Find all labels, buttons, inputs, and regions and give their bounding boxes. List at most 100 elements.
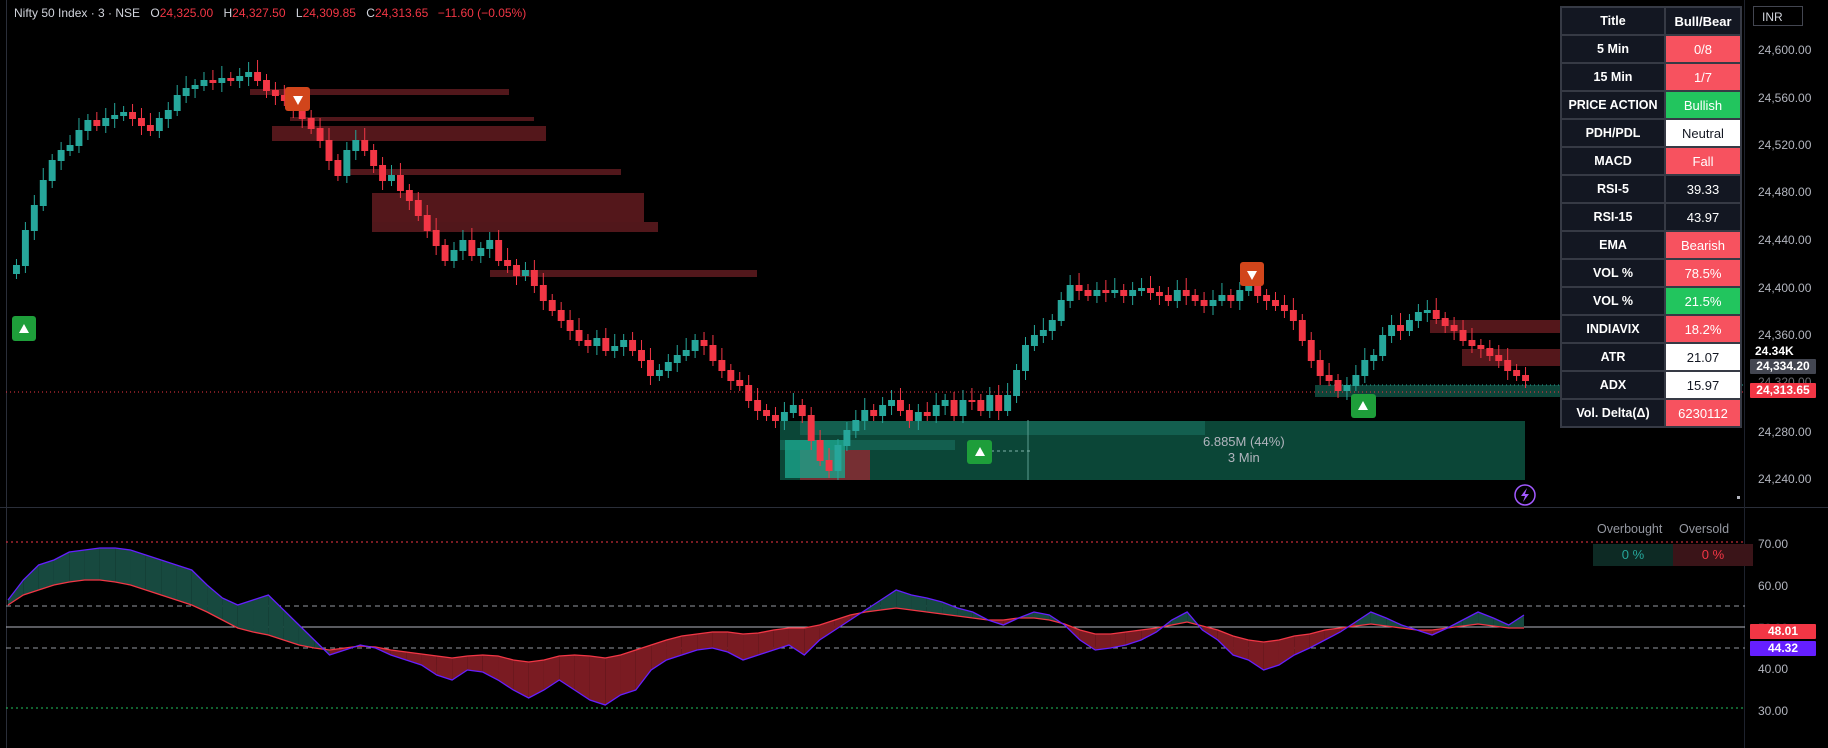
oscillator-fill [513, 660, 529, 698]
table-row: PDH/PDL Neutral [1560, 118, 1742, 148]
candle [530, 270, 538, 286]
candle [923, 412, 931, 416]
candle [1191, 295, 1199, 301]
price-tick: 24,240.00 [1758, 472, 1812, 486]
candle [1334, 380, 1342, 391]
candle [1200, 300, 1208, 306]
candle [798, 405, 806, 416]
candle [1441, 318, 1449, 326]
table-row: RSI-5 39.33 [1560, 174, 1742, 204]
candle [1147, 288, 1154, 293]
row-label: Vol. Delta(Δ) [1560, 398, 1666, 428]
candle [691, 340, 699, 351]
row-label: 5 Min [1560, 34, 1666, 64]
volume-label: 6.885M (44%) 3 Min [1203, 434, 1285, 466]
oscillator-line [7, 547, 1525, 706]
oscillator-fill [727, 632, 744, 660]
candle [1405, 320, 1413, 331]
oscillator-fill [390, 650, 407, 660]
candle [182, 88, 190, 96]
last-price-marker: 24,313.65 [1750, 383, 1816, 398]
oscillator-fill [819, 620, 835, 640]
candle [450, 250, 458, 261]
sell-signal-marker [285, 87, 310, 111]
candle [39, 180, 47, 206]
candle [1173, 290, 1181, 301]
candle [75, 130, 83, 146]
candle [1245, 285, 1253, 291]
oscillator-fill [237, 600, 254, 632]
indicator-tick: 70.00 [1758, 537, 1789, 551]
oscillator-fill [161, 560, 177, 600]
candle [1013, 370, 1021, 396]
candle [941, 400, 949, 406]
oscillator-fill [191, 570, 208, 612]
oscillator-fill [115, 548, 131, 585]
price-tick: 24,480.00 [1758, 185, 1812, 199]
row-value: Bullish [1664, 90, 1742, 120]
signal-line [7, 579, 1524, 663]
oscillator-fill [207, 585, 223, 620]
oscillator-fill [712, 632, 728, 652]
candle [1423, 310, 1431, 313]
oscillator-fill [1263, 640, 1279, 670]
symbol-name[interactable]: Nifty 50 Index · 3 · NSE [14, 6, 141, 20]
candle [825, 460, 833, 471]
candle [1236, 290, 1244, 301]
candle [477, 248, 485, 256]
candle [1370, 355, 1378, 361]
candle [539, 285, 547, 301]
candle [700, 340, 708, 346]
oscillator-fill [589, 656, 606, 705]
oscillator-fill [528, 660, 544, 698]
candle [173, 95, 181, 111]
symbol-header: Nifty 50 Index · 3 · NSE O24,325.00 H24,… [14, 6, 527, 20]
candle [638, 350, 645, 361]
candle [1325, 375, 1333, 381]
candle [1075, 285, 1083, 291]
price-tick: 24,560.00 [1758, 91, 1812, 105]
candle [316, 128, 324, 141]
row-label: ATR [1560, 342, 1666, 372]
oscillator-fill [957, 608, 973, 618]
candle [1343, 385, 1351, 391]
oscillator-fill [804, 625, 820, 655]
indicator-value-red: 48.01 [1750, 624, 1816, 639]
candlesticks [13, 60, 1529, 480]
candle [1432, 310, 1440, 319]
candle [1111, 290, 1119, 293]
candle [1459, 330, 1467, 341]
candle [352, 140, 360, 151]
candle [1164, 295, 1172, 301]
table-row: VOL % 78.5% [1560, 258, 1742, 288]
candle [48, 160, 56, 181]
candle [1155, 292, 1163, 296]
row-value: 39.33 [1664, 174, 1742, 204]
candle [852, 420, 860, 431]
row-value: 21.07 [1664, 342, 1742, 372]
candle [1048, 320, 1056, 331]
candle [959, 400, 967, 416]
candle [772, 415, 779, 421]
currency-button[interactable]: INR [1753, 6, 1803, 26]
candle [254, 72, 262, 81]
candle [513, 265, 520, 276]
volume-timeframe: 3 Min [1227, 450, 1260, 465]
candle [388, 175, 395, 181]
candle [1102, 290, 1110, 293]
candle [1066, 285, 1074, 301]
candle [602, 338, 610, 351]
price-marker-short: 24.34K [1755, 344, 1821, 359]
candle [343, 150, 351, 176]
oversold-label: Oversold [1679, 522, 1730, 536]
row-label: RSI-15 [1560, 202, 1666, 232]
oscillator-fill [942, 602, 958, 616]
oscillator-fill [176, 565, 192, 605]
row-value: 78.5% [1664, 258, 1742, 288]
candle [1361, 360, 1369, 376]
candle [218, 78, 226, 83]
oscillator-fill [681, 634, 698, 655]
candle [807, 415, 815, 441]
oscillator-fill [666, 636, 682, 660]
